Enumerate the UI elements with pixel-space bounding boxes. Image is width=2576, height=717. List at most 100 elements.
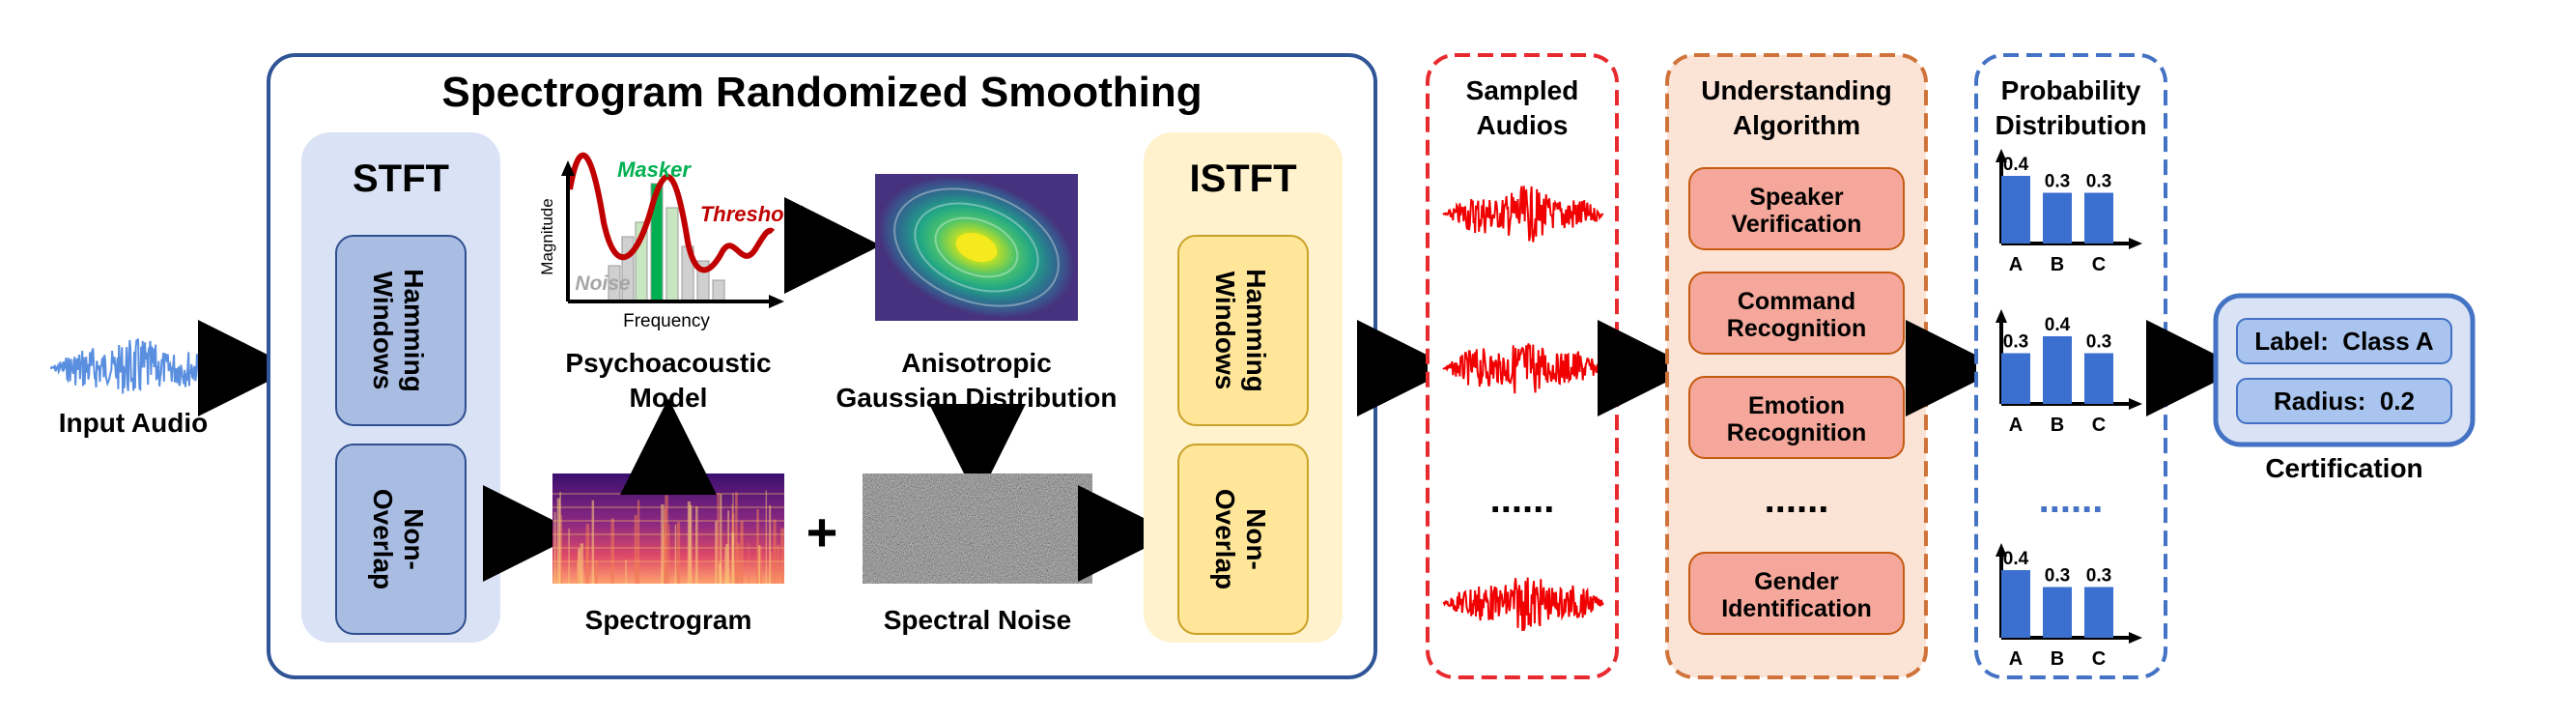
speaker-verification-box (1688, 167, 1905, 250)
speaker-verification-line2: Verification (1732, 211, 1862, 238)
sampled-waveform-1 (1442, 186, 1604, 243)
stft-overlap-block (335, 444, 467, 635)
prob-value-label: 0.3 (2086, 566, 2111, 587)
srs-title: Spectrogram Randomized Smoothing (441, 69, 1202, 116)
probability-title-line2: Distribution (1995, 110, 2146, 140)
stft-panel: STFT Hamming Windows Non- Overlap (301, 132, 500, 643)
prob-value-label: 0.3 (2045, 566, 2070, 587)
command-recognition-line1: Command (1738, 288, 1855, 315)
psychoacoustic-caption-line2: Model (630, 383, 708, 413)
axis-arrow-y (561, 160, 575, 176)
sampled-audios-panel: Sampled Audios ...... (1426, 53, 1619, 679)
prob-value-label: 0.3 (2003, 332, 2028, 353)
spectrogram-caption: Spectrogram (585, 605, 752, 635)
threshold-curve (567, 152, 776, 273)
gender-identification-box (1688, 552, 1905, 635)
stft-title: STFT (353, 158, 449, 200)
radius-pill (2236, 378, 2452, 424)
label-pill (2236, 318, 2452, 364)
prob-bar-b (2043, 587, 2072, 638)
sampled-waveform-3 (1442, 577, 1604, 631)
spectrogram-image (552, 473, 784, 584)
istft-panel: ISTFT Hamming Windows Non- Overlap (1144, 132, 1343, 643)
emotion-recognition-line2: Recognition (1727, 419, 1866, 446)
sampled-title-line1: Sampled (1466, 75, 1579, 105)
prob-bar-c (2084, 353, 2113, 404)
prob-bar-b (2043, 192, 2072, 244)
command-recognition-line2: Recognition (1727, 315, 1866, 342)
istft-hamming-line2: Windows (1210, 272, 1240, 390)
prob-value-label: 0.4 (2003, 549, 2029, 569)
prob-bar-a (2001, 353, 2030, 404)
input-waveform (49, 338, 219, 394)
sampled-ellipsis: ...... (1490, 478, 1555, 521)
input-audio-label: Input Audio (59, 408, 208, 438)
prob-category-label: A (2009, 648, 2023, 670)
radius-text: Radius: 0.2 (2274, 387, 2415, 416)
probability-chart-3: 0.4 A 0.3 B 0.3 C (1996, 543, 2142, 670)
istft-hamming-block (1177, 235, 1309, 426)
prob-bar-c (2084, 192, 2113, 244)
input-audio: Input Audio (49, 338, 219, 438)
prob-category-label: C (2092, 254, 2106, 275)
command-recognition-box (1688, 272, 1905, 355)
gender-identification-line1: Gender (1754, 568, 1839, 595)
masker-label: Masker (617, 158, 692, 182)
probability-ellipsis: ...... (2039, 478, 2104, 521)
emotion-recognition-line1: Emotion (1748, 392, 1845, 419)
istft-title: ISTFT (1189, 158, 1296, 200)
frequency-label: Frequency (623, 311, 710, 331)
probability-title-line1: Probability (2001, 75, 2141, 105)
prob-category-label: A (2009, 415, 2023, 436)
prob-value-label: 0.4 (2003, 155, 2029, 175)
magnitude-label: Magnitude (538, 198, 556, 274)
probability-chart-2: 0.3 A 0.4 B 0.3 C (1996, 309, 2142, 436)
prob-category-label: B (2051, 254, 2064, 275)
plus-sign: + (807, 502, 838, 562)
prob-category-label: A (2009, 254, 2023, 275)
spectral-noise-image (863, 473, 1092, 584)
prob-bar-a (2001, 570, 2030, 638)
prob-bar-a (2001, 176, 2030, 244)
sampled-waveform-2 (1442, 343, 1604, 394)
stft-hamming-line1: Hamming (399, 269, 429, 392)
understanding-title-line2: Algorithm (1733, 110, 1860, 140)
spectral-noise-caption: Spectral Noise (884, 605, 1072, 635)
understanding-ellipsis: ...... (1765, 478, 1829, 521)
istft-hamming-line1: Hamming (1241, 269, 1271, 392)
gender-identification-line2: Identification (1721, 595, 1872, 622)
psychoacoustic-plot: Magnitude Frequency Masker Threshold Noi… (538, 152, 804, 331)
prob-value-label: 0.4 (2045, 315, 2071, 335)
understanding-title-line1: Understanding (1701, 75, 1892, 105)
istft-overlap-block (1177, 444, 1309, 635)
certification-caption: Certification (2265, 453, 2422, 483)
sampled-title-line2: Audios (1477, 110, 1569, 140)
stft-overlap-line2: Overlap (368, 489, 398, 589)
prob-bar-b (2043, 336, 2072, 404)
prob-value-label: 0.3 (2086, 332, 2111, 353)
axis-arrow-x (769, 295, 784, 308)
prob-value-label: 0.3 (2045, 172, 2070, 192)
gaussian-caption-line1: Anisotropic (901, 348, 1052, 378)
stft-hamming-line2: Windows (368, 272, 398, 390)
noise-label: Noise (575, 272, 631, 295)
prob-category-label: C (2092, 415, 2106, 436)
certification-panel: Label: Class A Radius: 0.2 Certification (2213, 293, 2476, 483)
prob-value-label: 0.3 (2086, 172, 2111, 192)
prob-bar-c (2084, 587, 2113, 638)
speaker-verification-line1: Speaker (1749, 184, 1844, 211)
understanding-panel: Understanding Algorithm Speaker Verifica… (1665, 53, 1928, 679)
probability-chart-1: 0.4 A 0.3 B 0.3 C (1996, 149, 2142, 275)
psychoacoustic-axes (566, 172, 773, 303)
istft-overlap-line2: Overlap (1210, 489, 1240, 589)
srs-panel: Spectrogram Randomized Smoothing STFT Ha… (267, 53, 1377, 679)
prob-category-label: C (2092, 648, 2106, 670)
probability-panel: Probability Distribution 0.4 A 0.3 B 0.3 C 0.… (1974, 53, 2167, 679)
threshold-label: Threshold (700, 202, 804, 226)
emotion-recognition-box (1688, 376, 1905, 459)
stft-hamming-block (335, 235, 467, 426)
istft-overlap-line1: Non- (1241, 508, 1271, 570)
stft-overlap-line1: Non- (399, 508, 429, 570)
psychoacoustic-caption-line1: Psychoacoustic (565, 348, 771, 378)
gaussian-image (875, 174, 1078, 321)
